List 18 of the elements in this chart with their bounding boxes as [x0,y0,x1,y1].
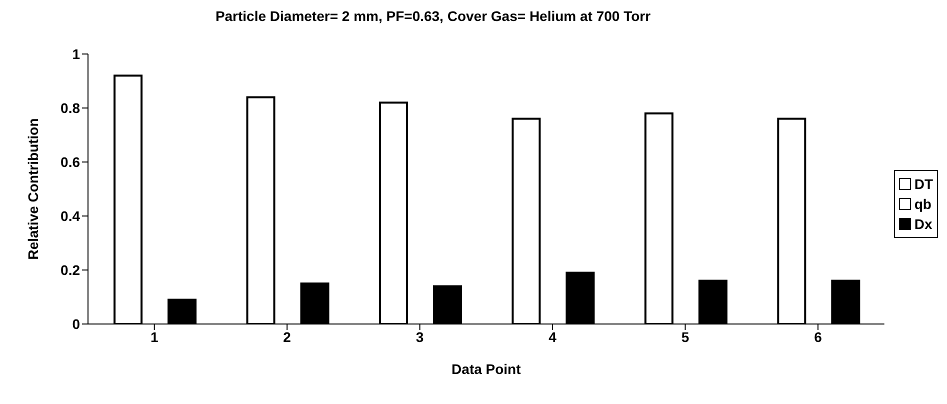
chart-title: Particle Diameter= 2 mm, PF=0.63, Cover Gas= Helium at 700 Torr [214,8,652,24]
x-tick-label: 6 [814,328,822,345]
y-tick-label: 0.6 [60,154,80,170]
x-tick-label: 5 [681,328,690,345]
x-axis-title: Data Point [452,361,522,377]
y-axis-title: Relative Contribution [24,118,41,260]
legend-label: qb [914,195,932,214]
legend-label: DT [914,175,933,194]
y-tick-label: 0.4 [60,208,80,224]
x-tick-label: 3 [416,328,424,345]
y-tick-label: 0.8 [60,100,80,116]
legend-label: Dx [914,215,932,234]
y-tick-label: 0.2 [60,262,80,278]
x-tick-label: 1 [150,328,158,345]
x-tick-label: 4 [548,328,557,345]
x-tick-label: 2 [283,328,292,345]
y-tick-label: 1 [72,46,80,62]
y-tick-label: 0 [72,316,80,332]
